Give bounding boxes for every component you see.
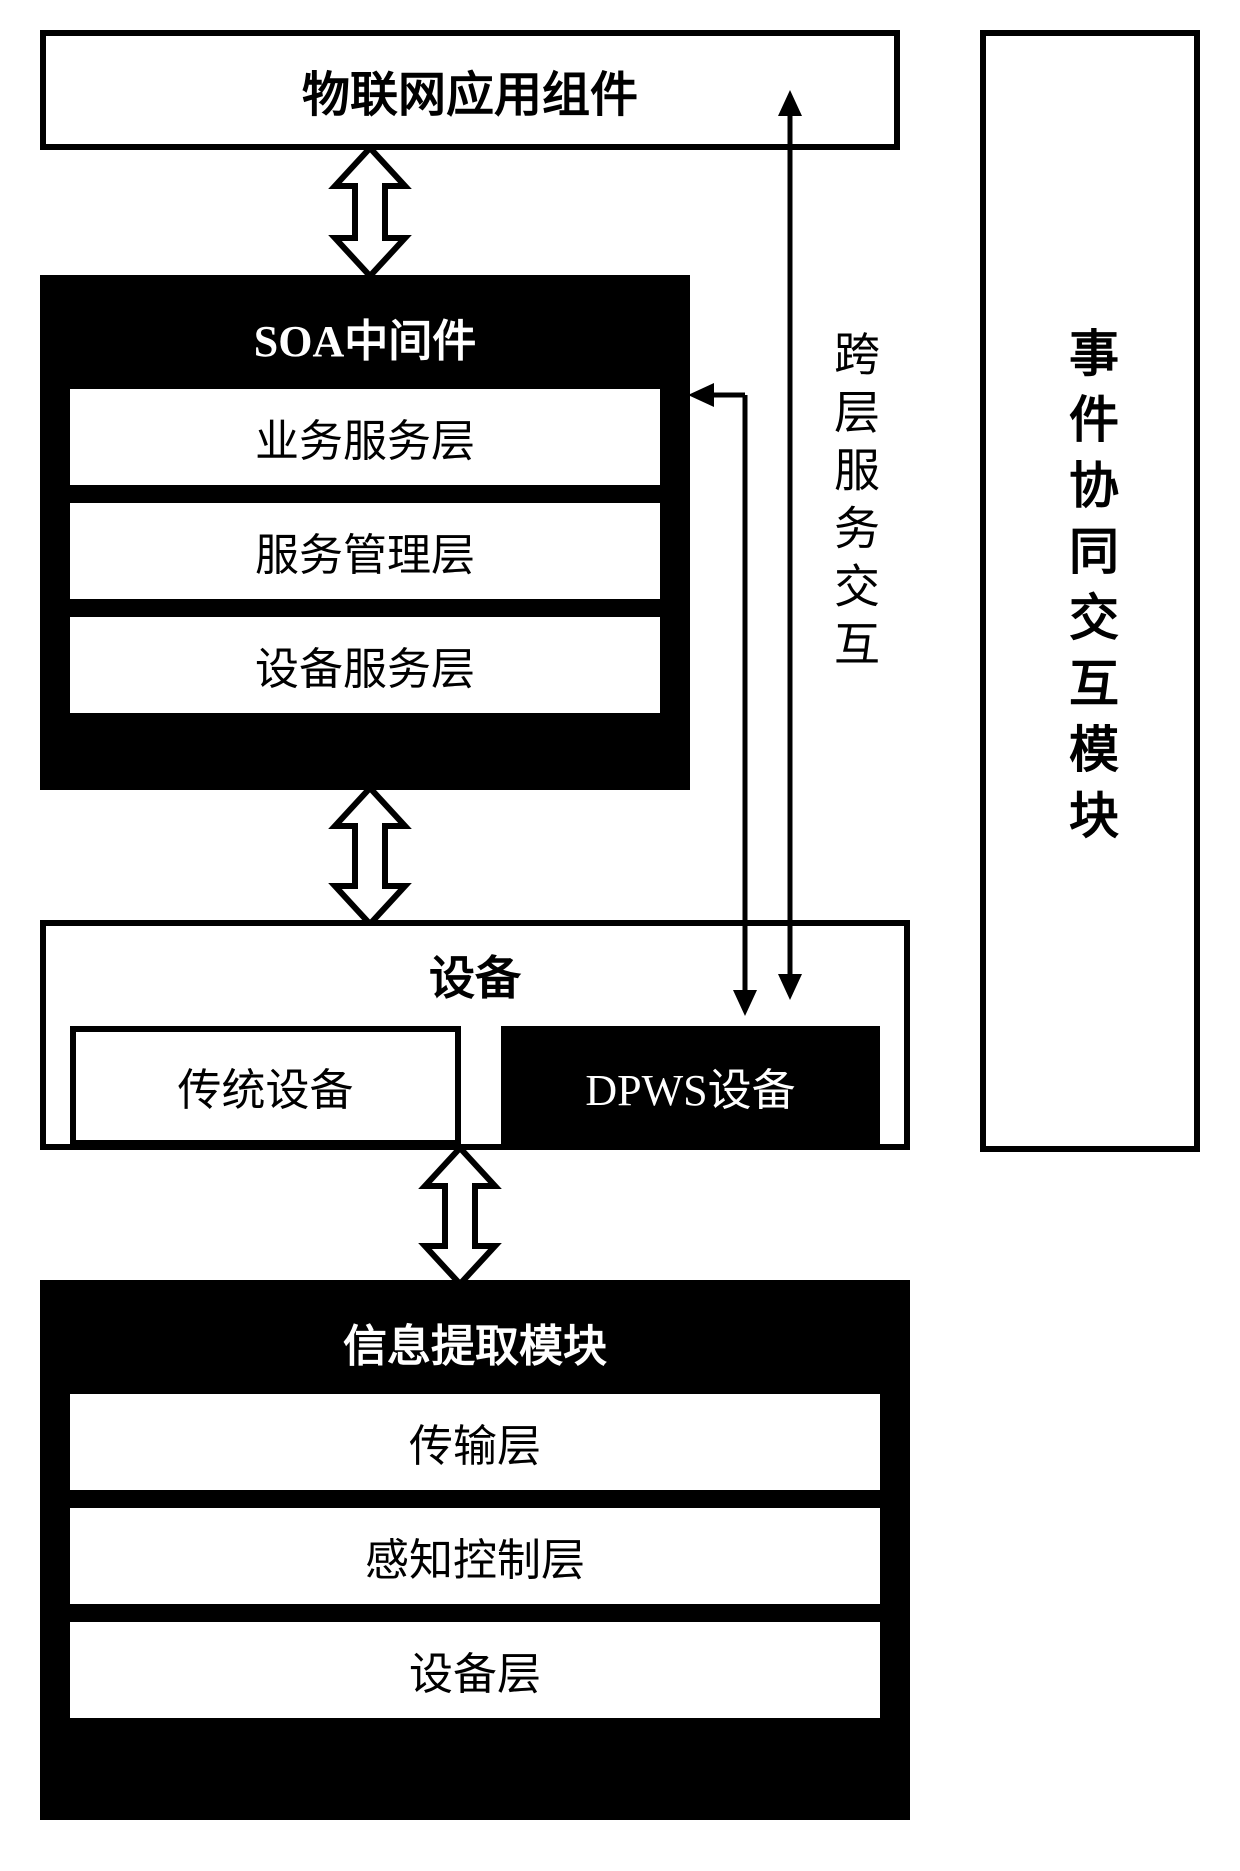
transport-layer: 传输层 [70,1394,880,1490]
cross-layer-service-interaction-label: 跨层服务交互 [820,330,886,678]
device-box: 设备 传统设备 DPWS设备 [40,920,910,1150]
double-arrow-middle [325,788,415,924]
service-management-layer: 服务管理层 [70,503,660,599]
soa-middleware-box: SOA中间件 业务服务层 服务管理层 设备服务层 [40,275,690,790]
perception-control-layer: 感知控制层 [70,1508,880,1604]
event-collaboration-module-label: 事件协同交互模块 [1054,327,1126,855]
architecture-diagram: 物联网应用组件 SOA中间件 业务服务层 服务管理层 设备服务层 设备 传统设备… [20,20,1220,1851]
device-layer: 设备层 [70,1622,880,1718]
event-collaboration-module-box: 事件协同交互模块 [980,30,1200,1152]
double-arrow-top [325,148,415,276]
info-extraction-title: 信息提取模块 [70,1310,880,1374]
traditional-device-box: 传统设备 [70,1026,461,1146]
dpws-device-box: DPWS设备 [501,1026,880,1146]
info-extraction-box: 信息提取模块 传输层 感知控制层 设备层 [40,1280,910,1820]
soa-middleware-title: SOA中间件 [70,305,660,369]
iot-application-component-label: 物联网应用组件 [302,55,638,125]
business-service-layer: 业务服务层 [70,389,660,485]
iot-application-component-box: 物联网应用组件 [40,30,900,150]
device-service-layer: 设备服务层 [70,617,660,713]
device-box-title: 设备 [70,942,880,1008]
double-arrow-bottom [415,1148,505,1284]
